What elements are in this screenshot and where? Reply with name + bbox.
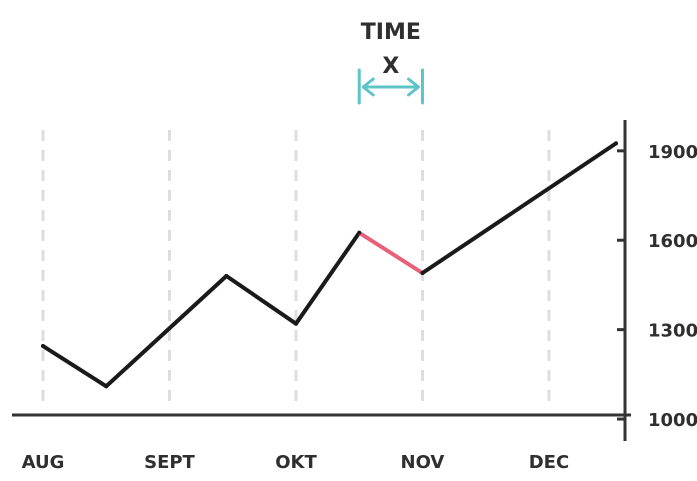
y-tick-label-1000: 1000	[648, 410, 697, 431]
vertical-grid-lines	[41, 130, 551, 409]
series-point-4	[357, 230, 362, 235]
y-tick-label-1900: 1900	[648, 142, 697, 163]
time-x-arrow	[357, 68, 424, 105]
series-point-1	[104, 384, 109, 389]
series-point-6	[614, 141, 618, 146]
annotation-time-label: TIME	[361, 20, 421, 45]
y-axis-ticks: 1000 1300 1600 1900	[617, 142, 697, 431]
x-tick-label-dec: DEC	[529, 452, 569, 473]
arrow-head-left	[361, 77, 375, 97]
annotation-x-label: X	[382, 54, 399, 79]
series-point-2	[224, 274, 229, 278]
series-segment-3	[293, 230, 362, 326]
series-segment-1	[104, 274, 229, 389]
highlight-segment	[357, 230, 425, 276]
series-segment-5	[420, 141, 618, 276]
series-segment-2	[224, 274, 298, 326]
x-axis-labels: AUG SEPT OKT NOV DEC	[22, 452, 570, 473]
series-line	[41, 141, 618, 389]
x-tick-label-nov: NOV	[401, 452, 445, 473]
series-point-3	[293, 321, 298, 326]
series-point-0	[41, 344, 45, 349]
x-tick-label-okt: OKT	[275, 452, 317, 473]
x-tick-label-aug: AUG	[22, 452, 65, 473]
y-tick-label-1300: 1300	[648, 321, 697, 342]
x-tick-label-sept: SEPT	[144, 452, 195, 473]
arrow-head-right	[406, 77, 420, 97]
y-tick-label-1600: 1600	[648, 231, 697, 252]
series-segment-0	[41, 344, 109, 389]
series-point-5	[420, 271, 425, 276]
